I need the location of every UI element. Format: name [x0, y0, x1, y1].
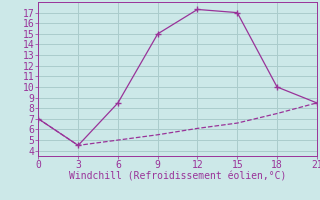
X-axis label: Windchill (Refroidissement éolien,°C): Windchill (Refroidissement éolien,°C) [69, 172, 286, 182]
